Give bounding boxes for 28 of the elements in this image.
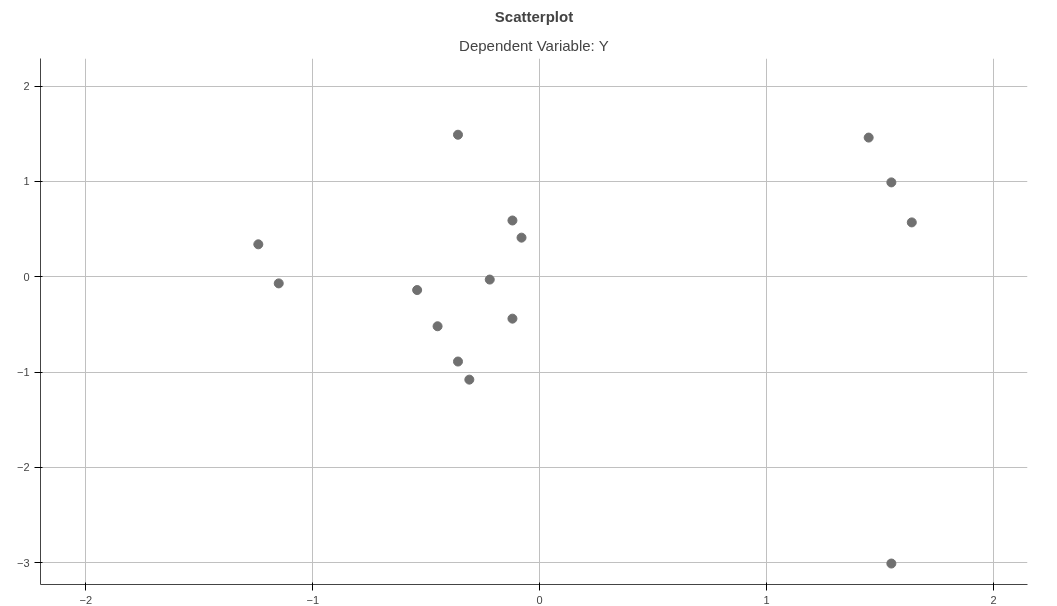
point [452, 129, 463, 140]
point [432, 321, 443, 332]
point [412, 285, 423, 296]
y-tick-label: −2 [16, 461, 30, 474]
x-tick-label: 2 [990, 593, 997, 606]
y-tick-label: 0 [23, 270, 30, 283]
y-tick-label: −3 [16, 556, 30, 569]
x-tick-label: 1 [763, 593, 770, 606]
point [452, 356, 463, 367]
point [253, 239, 264, 250]
point [863, 132, 874, 143]
chart-title: Scatterplot [494, 7, 574, 25]
y-tick-label: −1 [16, 366, 30, 378]
x-tick-label: 0 [536, 593, 543, 606]
point [516, 232, 527, 243]
chart-subtitle: Dependent Variable: Y [459, 36, 609, 54]
point [464, 374, 475, 385]
x-tick-label: −2 [79, 593, 93, 606]
point [906, 217, 917, 228]
y-tick-label: 2 [23, 80, 30, 93]
x-tick-label: −1 [306, 593, 320, 606]
y-tick-label: 1 [23, 175, 30, 188]
point [886, 177, 897, 188]
point [886, 558, 897, 569]
point [507, 313, 518, 324]
point [507, 215, 518, 226]
point [273, 278, 284, 289]
point [484, 274, 495, 285]
